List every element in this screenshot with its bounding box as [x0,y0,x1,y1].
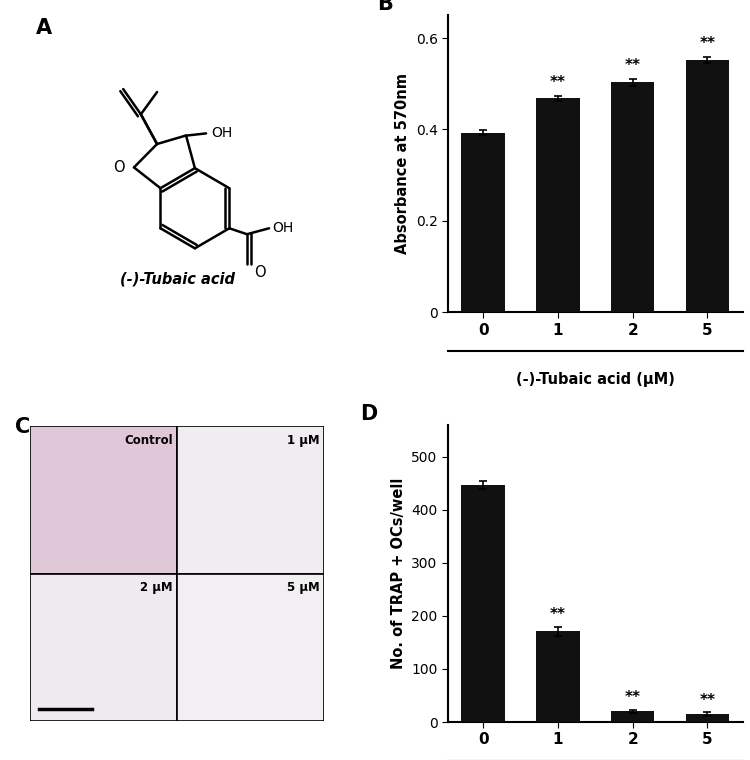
Text: Control: Control [124,434,172,447]
Text: **: ** [625,59,640,73]
Bar [686,714,729,722]
Text: **: ** [700,36,715,51]
Text: (-)-Tubaic acid: (-)-Tubaic acid [120,272,235,287]
Text: B: B [377,0,393,14]
Text: 1 μM: 1 μM [287,434,320,447]
Bar [611,82,654,312]
Text: OH: OH [272,221,293,236]
Text: OH: OH [211,125,232,140]
Text: **: ** [700,692,715,708]
Text: **: ** [550,74,566,90]
Bar [177,574,325,720]
Text: 5 μM: 5 μM [287,581,320,594]
Text: A: A [36,18,52,38]
Text: O: O [254,265,266,280]
Bar [686,60,729,312]
Text: D: D [360,404,377,424]
Bar [30,426,177,574]
Text: 2 μM: 2 μM [140,581,172,594]
Text: O: O [113,160,125,175]
Text: **: ** [625,690,640,705]
Bar [461,132,505,312]
Bar [611,711,654,722]
Bar [177,426,325,574]
Y-axis label: Absorbance at 570nm: Absorbance at 570nm [395,73,410,254]
Bar [30,574,177,720]
Bar [461,485,505,722]
Text: (-)-Tubaic acid (μM): (-)-Tubaic acid (μM) [516,372,675,387]
Y-axis label: No. of TRAP + OCs/well: No. of TRAP + OCs/well [391,478,406,670]
Text: **: ** [550,607,566,622]
Bar [536,632,580,722]
Bar [536,98,580,312]
Text: C: C [15,417,31,438]
